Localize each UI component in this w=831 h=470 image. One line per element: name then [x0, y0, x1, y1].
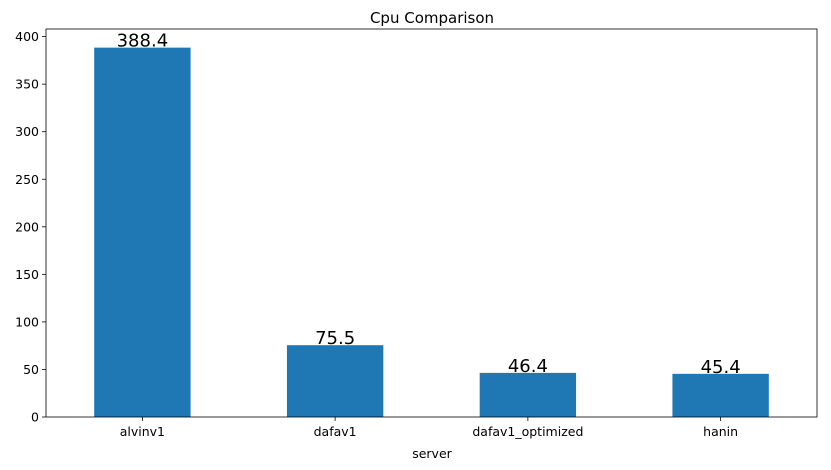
- y-tick-label: 400: [15, 29, 39, 44]
- chart-title: Cpu Comparison: [370, 9, 494, 27]
- data-label-hanin: 45.4: [701, 357, 741, 378]
- y-axis: 0 50 100 150 200 250 300 350 400: [15, 29, 46, 425]
- data-label-alvinv1: 388.4: [117, 31, 169, 52]
- bar-dafav1: [286, 345, 384, 417]
- x-tick-label-hanin: hanin: [703, 424, 738, 439]
- x-axis-label: server: [412, 446, 452, 461]
- x-tick-label-dafav1: dafav1: [314, 424, 357, 439]
- y-tick-label: 100: [15, 314, 39, 329]
- data-label-dafav1: 75.5: [315, 328, 355, 349]
- y-tick-label: 50: [23, 362, 39, 377]
- y-tick-label: 200: [15, 219, 39, 234]
- data-label-dafav1_optimized: 46.4: [508, 356, 548, 377]
- y-tick-label: 150: [15, 267, 39, 282]
- bar-dafav1_optimized: [479, 372, 577, 417]
- data-labels: 388.4 75.5 46.4 45.4: [117, 31, 741, 378]
- x-tick-label-alvinv1: alvinv1: [120, 424, 165, 439]
- x-axis: alvinv1 dafav1 dafav1_optimized hanin: [120, 417, 738, 439]
- y-tick-label: 350: [15, 77, 39, 92]
- plot-frame: [45, 28, 818, 418]
- y-tick-label: 300: [15, 124, 39, 139]
- y-tick-label: 0: [31, 410, 39, 425]
- bars: [94, 47, 769, 417]
- y-tick-label: 250: [15, 172, 39, 187]
- bar-hanin: [672, 373, 769, 417]
- x-tick-label-dafav1_optimized: dafav1_optimized: [472, 424, 583, 439]
- bar-alvinv1: [94, 47, 191, 417]
